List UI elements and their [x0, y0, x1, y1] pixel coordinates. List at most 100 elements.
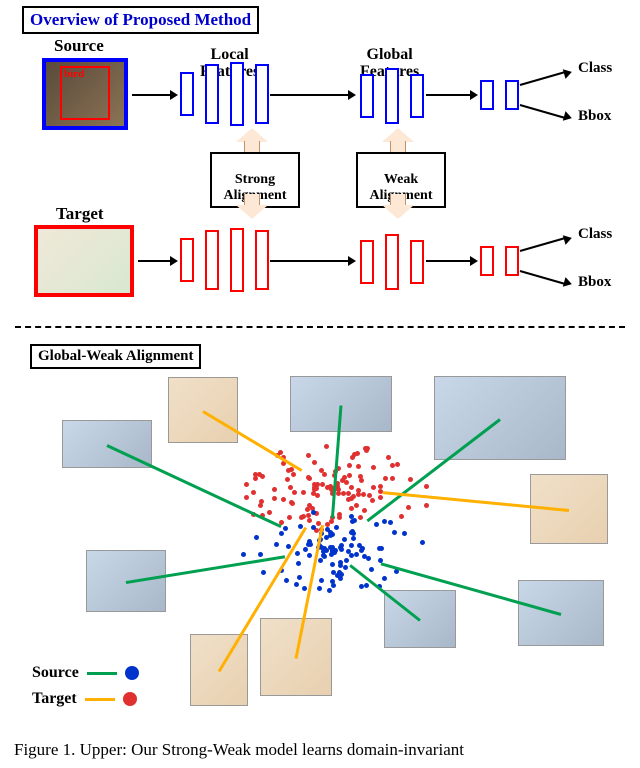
scatter-dot-target	[287, 515, 292, 520]
scatter-dot-target	[386, 455, 391, 460]
scatter-dot-target	[267, 510, 272, 515]
scatter-dot-source	[359, 548, 364, 553]
scatter-dot-target	[251, 490, 256, 495]
scatter-dot-target	[301, 490, 306, 495]
scatter-dot-source	[402, 531, 407, 536]
bbox-label: Bbox	[578, 274, 611, 291]
scatter-dot-target	[356, 488, 361, 493]
scatter-dot-source	[319, 578, 324, 583]
scatter-dot-source	[382, 519, 387, 524]
scatter-dot-target	[253, 476, 258, 481]
scatter-dot-target	[406, 505, 411, 510]
scatter-dot-target	[378, 484, 383, 489]
arrow	[520, 270, 567, 285]
cnn-block	[505, 80, 519, 110]
scatter-dot-source	[342, 537, 347, 542]
arrow-head-icon	[170, 90, 178, 100]
connector-line	[106, 444, 281, 528]
scatter-dot-target	[312, 460, 317, 465]
scatter-dot-source	[388, 520, 393, 525]
scatter-dot-source	[322, 554, 327, 559]
arrow-head-icon	[563, 233, 573, 245]
scatter-dot-source	[274, 542, 279, 547]
scatter-dot-target	[244, 495, 249, 500]
scatter-dot-source	[331, 583, 336, 588]
arrow-head-icon	[170, 256, 178, 266]
cnn-block	[385, 68, 399, 124]
scatter-dot-target	[352, 452, 357, 457]
legend-target: Target	[32, 690, 137, 708]
scatter-dot-target	[390, 476, 395, 481]
scatter-dot-source	[296, 561, 301, 566]
arrow-head-icon	[348, 90, 356, 100]
scatter-dot-target	[358, 515, 363, 520]
scatter-dot-target	[361, 492, 366, 497]
scatter-dot-target	[324, 444, 329, 449]
scatter-dot-source	[420, 540, 425, 545]
scatter-dot-source	[286, 544, 291, 549]
scatter-dot-source	[331, 570, 336, 575]
cnn-block	[410, 240, 424, 284]
scatter-dot-source	[303, 547, 308, 552]
scatter-dot-source	[317, 586, 322, 591]
scatter-dot-source	[359, 584, 364, 589]
source-image: bird	[42, 58, 128, 130]
arrow	[270, 260, 350, 262]
scatter-dot-target	[257, 472, 262, 477]
scatter-dot-source	[354, 552, 359, 557]
arrow	[520, 104, 567, 119]
scatter-dot-source	[350, 519, 355, 524]
scatter-dot-target	[378, 495, 383, 500]
scatter-dot-target	[342, 475, 347, 480]
cnn-block	[360, 240, 374, 284]
scatter-dot-source	[307, 553, 312, 558]
scatter-dot-source	[338, 545, 343, 550]
scatter-dot-target	[292, 490, 297, 495]
scatter-dot-source	[377, 546, 382, 551]
scatter-dot-source	[279, 531, 284, 536]
scatter-dot-source	[327, 588, 332, 593]
cnn-block	[255, 230, 269, 290]
arrow-head-icon	[563, 111, 573, 123]
scatter-dot-source	[302, 586, 307, 591]
scatter-dot-source	[284, 578, 289, 583]
scatter-dot-source	[338, 576, 343, 581]
scatter-dot-target	[306, 475, 311, 480]
scatter-dot-target	[362, 508, 367, 513]
scatter-dot-source	[330, 579, 335, 584]
scatter-dot-target	[290, 501, 295, 506]
scatter-dot-source	[254, 535, 259, 540]
arrow-head-icon	[563, 277, 573, 289]
scatter-dot-target	[288, 485, 293, 490]
scatter-dot-source	[334, 525, 339, 530]
target-label: Target	[56, 204, 104, 224]
section-divider	[15, 326, 625, 328]
legend-source-line-icon	[87, 672, 117, 675]
scatter-dot-source	[330, 562, 335, 567]
cnn-block	[205, 230, 219, 290]
scatter-dot-target	[395, 462, 400, 467]
figure-container: Overview of Proposed Method Source Local…	[0, 0, 640, 768]
legend-source: Source	[32, 664, 139, 682]
scatter-dot-target	[363, 446, 368, 451]
scatter-dot-target	[371, 485, 376, 490]
scatter-dot-target	[305, 507, 310, 512]
arrow-head-icon	[348, 256, 356, 266]
arrow	[138, 260, 172, 262]
cnn-block	[230, 62, 244, 126]
cnn-block	[180, 72, 194, 116]
scatter-dot-target	[371, 465, 376, 470]
cnn-block	[480, 80, 494, 110]
scatter-dot-target	[390, 463, 395, 468]
scatter-dot-target	[424, 484, 429, 489]
overview-title-text: Overview of Proposed Method	[30, 10, 251, 29]
arrow	[270, 94, 350, 96]
scatter-dot-target	[306, 453, 311, 458]
arrow-head-icon	[470, 90, 478, 100]
scatter-dot-source	[349, 514, 354, 519]
scatter-dot-source	[258, 552, 263, 557]
figure-caption: Figure 1. Upper: Our Strong-Weak model l…	[14, 740, 626, 760]
cnn-block	[385, 234, 399, 290]
cnn-block	[255, 64, 269, 124]
arrow	[520, 71, 567, 86]
